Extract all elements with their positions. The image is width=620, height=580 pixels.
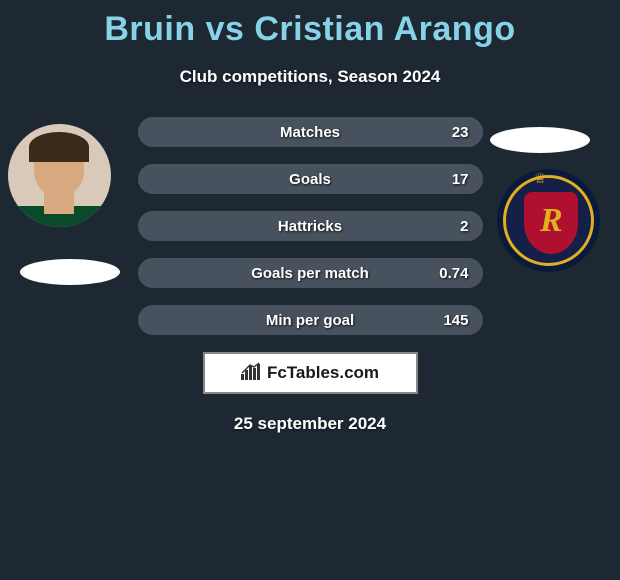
stats-list: Matches 23 Goals 17 Hattricks 2 Goals pe… — [138, 117, 483, 335]
comparison-content: ♕ R Matches 23 Goals 17 Hattricks 2 Goal… — [0, 117, 620, 434]
page-title: Bruin vs Cristian Arango — [0, 0, 620, 49]
player-left-avatar — [8, 124, 111, 227]
stat-label: Matches — [138, 124, 483, 141]
team-left-badge — [20, 259, 120, 285]
stat-label: Hattricks — [138, 218, 483, 235]
logo-text: FcTables.com — [267, 363, 379, 383]
stat-row-gpm: Goals per match 0.74 — [138, 258, 483, 288]
stat-label: Min per goal — [138, 312, 483, 329]
stat-row-matches: Matches 23 — [138, 117, 483, 147]
stat-row-goals: Goals 17 — [138, 164, 483, 194]
stat-label: Goals per match — [138, 265, 483, 282]
site-logo[interactable]: FcTables.com — [203, 352, 418, 394]
crest-letter: R — [540, 202, 563, 240]
stat-value: 145 — [443, 312, 468, 329]
avatar-hair — [29, 132, 89, 162]
player-right-avatar: ♕ R — [497, 169, 600, 272]
stat-row-hattricks: Hattricks 2 — [138, 211, 483, 241]
bar-chart-icon — [241, 362, 261, 385]
club-crest: ♕ R — [503, 175, 594, 266]
subtitle: Club competitions, Season 2024 — [0, 67, 620, 87]
stat-value: 0.74 — [439, 265, 468, 282]
stat-label: Goals — [138, 171, 483, 188]
stat-row-mpg: Min per goal 145 — [138, 305, 483, 335]
crown-icon: ♕ — [534, 170, 547, 187]
stat-value: 2 — [460, 218, 468, 235]
stat-value: 17 — [452, 171, 469, 188]
stat-value: 23 — [452, 124, 469, 141]
team-right-badge — [490, 127, 590, 153]
date-text: 25 september 2024 — [0, 414, 620, 434]
